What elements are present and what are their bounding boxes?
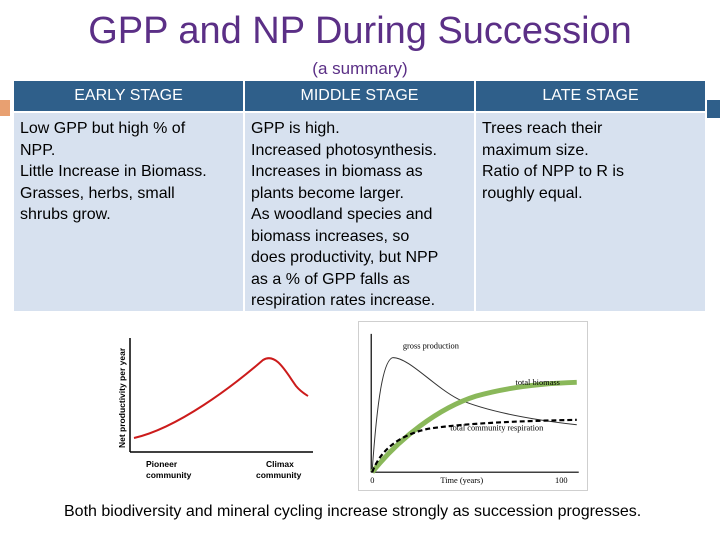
late-line: Trees reach their [482,120,603,137]
late-line: roughly equal. [482,184,583,202]
middle-line: respiration rates increase. [251,292,436,309]
middle-line: As woodland species and [251,206,433,223]
net-productivity-curve [133,357,309,439]
total-respiration-label: total community respiration [450,424,544,433]
accent-bar-left [0,100,10,116]
accent-bar-right [707,100,720,118]
middle-line: Increased photosynthesis. [251,141,437,159]
y-axis-label: Net productivity per year [117,347,127,448]
cell-middle-stage: GPP is high. Increased photosynthesis. I… [245,113,474,311]
cell-early-stage: Low GPP but high % of NPP. Little Increa… [14,113,243,311]
page-subtitle: (a summary) [312,59,408,78]
early-line: Low GPP but high % of [20,120,186,137]
x-tick-end: 100 [555,476,568,485]
early-line: NPP. [20,141,56,159]
early-line: shrubs grow. [20,206,111,223]
middle-line: biomass increases, so [251,227,410,245]
middle-line: plants become larger. [251,184,404,202]
early-line: Grasses, herbs, small [20,184,175,202]
x-label-pioneer: Pioneer [146,459,178,469]
middle-line: GPP is high. [251,120,340,137]
net-productivity-diagram: Net productivity per year Pioneer commun… [117,338,313,480]
cell-late-stage: Trees reach their maximum size. Ratio of… [476,113,705,311]
x-label-pioneer-community: community [146,470,192,480]
x-axis-label: Time (years) [440,476,483,485]
x-tick-start: 0 [370,476,374,485]
header-late-stage: LATE STAGE [476,81,705,111]
x-label-climax: Climax [266,459,294,469]
x-label-climax-community: community [256,470,302,480]
total-biomass-curve [370,379,577,474]
early-line: Little Increase in Biomass. [20,163,207,180]
header-early-stage: EARLY STAGE [14,81,243,111]
middle-line: does productivity, but NPP [251,249,439,266]
total-biomass-label: total biomass [515,378,559,387]
header-middle-stage: MIDDLE STAGE [245,81,474,111]
page-title: GPP and NP During Succession [88,10,632,52]
total-respiration-curve [371,418,577,473]
middle-line: Increases in biomass as [251,163,423,180]
late-line: Ratio of NPP to R is [482,163,624,180]
footer-note: Both biodiversity and mineral cycling in… [64,503,642,520]
gross-production-label: gross production [403,342,460,351]
production-biomass-diagram: gross production total biomass total com… [358,321,588,491]
middle-line: as a % of GPP falls as [251,270,410,288]
gross-production-curve [371,357,577,471]
late-line: maximum size. [482,141,589,159]
